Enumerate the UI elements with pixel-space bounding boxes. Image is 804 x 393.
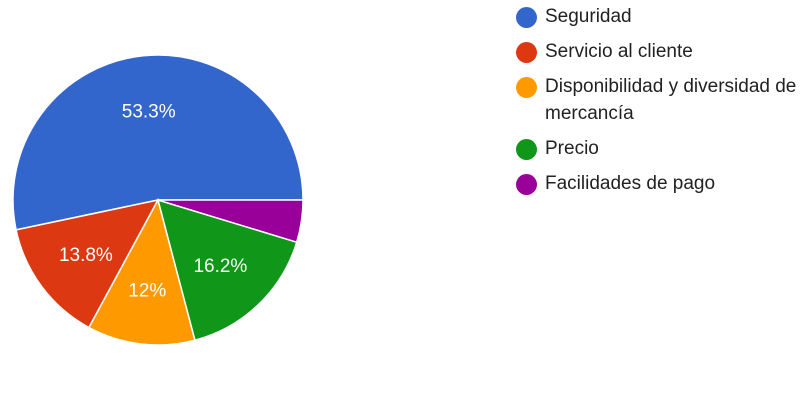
slice-data-label: 13.8% [59,245,113,266]
legend-item-precio: Precio [516,138,802,162]
legend-item-servicio-al-cliente: Servicio al cliente [516,41,802,65]
pie-slice-seguridad [12,54,304,231]
legend-item-disponibilidad: Disponibilidad y diversidad de mercancía [516,76,802,127]
legend-swatch [516,174,537,195]
legend-swatch [516,77,537,98]
slice-data-label: 53.3% [122,102,176,123]
legend-label: Disponibilidad y diversidad de mercancía [545,76,797,124]
legend-item-facilidades-de-pago: Facilidades de pago [516,173,802,197]
pie-slice-servicio-al-cliente [15,198,160,329]
legend-swatch [516,7,537,28]
legend-swatch [516,139,537,160]
slice-data-label: 12% [128,280,166,301]
pie-slice-facilidades-de-pago [157,199,304,244]
pie-slice-precio [156,198,298,342]
legend-label: Seguridad [545,6,632,27]
legend-label: Precio [545,138,599,159]
slice-data-label: 16.2% [193,256,247,277]
legend-label: Servicio al cliente [545,41,693,62]
pie-slice-disponibilidad-y-diversidad-de-mercanc-a [87,197,196,346]
legend-label: Facilidades de pago [545,173,716,194]
legend-item-seguridad: Seguridad [516,6,802,30]
legend: Seguridad Servicio al cliente Disponibil… [516,6,802,208]
legend-swatch [516,42,537,63]
